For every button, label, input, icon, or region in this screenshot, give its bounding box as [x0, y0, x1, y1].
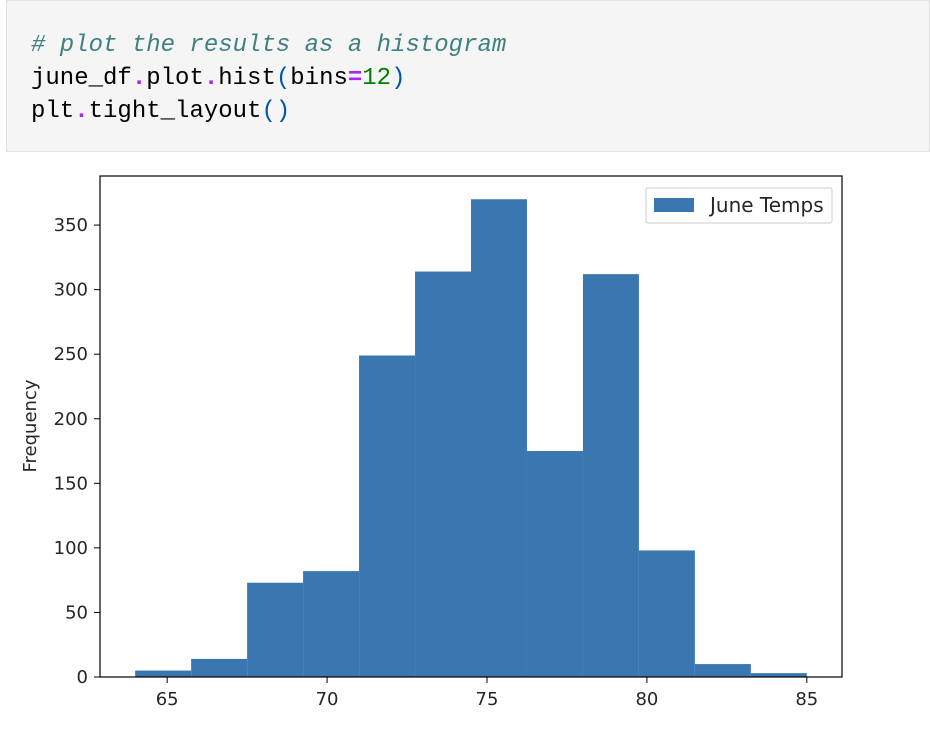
histogram-bar	[471, 199, 527, 678]
histogram-bar	[526, 451, 583, 677]
y-axis: 0 50 100 150 200 250 300 350	[54, 215, 100, 688]
code-token-paren-open: (	[275, 65, 291, 92]
legend-box	[645, 187, 833, 224]
histogram-bar	[135, 670, 192, 677]
code-token-attr: plot	[146, 65, 204, 92]
y-tick-label: 350	[54, 215, 88, 236]
histogram-bar	[303, 571, 360, 677]
y-axis-label: Frequency	[20, 379, 41, 472]
code-token-method: hist	[218, 65, 276, 92]
y-tick-label: 250	[54, 344, 88, 365]
legend-label: June Temps	[708, 193, 824, 217]
code-token-parens: ()	[261, 98, 291, 125]
y-tick-label: 0	[77, 667, 88, 688]
code-token-number: 12	[362, 65, 392, 92]
code-token-paren-close: )	[391, 65, 406, 92]
histogram-chart: 65 70 75 80 85 0 50 100 150 200 250 300 350 Frequen…	[20, 175, 843, 710]
x-axis: 65 70 75 80 85	[156, 677, 818, 710]
bars-layer	[135, 199, 807, 678]
code-comment: # plot the results as a histogram	[31, 32, 507, 59]
code-token-equals: =	[347, 65, 363, 92]
histogram-bar	[191, 658, 248, 677]
y-tick-label: 100	[54, 538, 88, 559]
y-tick-label: 300	[54, 280, 88, 301]
histogram-bar	[694, 664, 751, 677]
x-tick-label: 85	[795, 689, 818, 710]
legend: June Temps	[645, 187, 833, 224]
histogram-bar	[582, 274, 639, 677]
histogram-bar	[359, 355, 416, 677]
code-token-object: plt	[31, 98, 75, 125]
code-token-dot: .	[203, 65, 219, 92]
axes-frame	[99, 175, 843, 678]
histogram-bar	[415, 271, 471, 677]
code-token-object: june_df	[31, 65, 132, 92]
x-tick-label: 65	[156, 689, 179, 710]
legend-swatch	[654, 198, 694, 212]
histogram-bar	[750, 673, 807, 677]
histogram-bar	[638, 550, 695, 677]
y-tick-label: 150	[54, 473, 88, 494]
code-cell[interactable]: # plot the results as a histogram june_d…	[6, 0, 930, 152]
code-token-method: tight_layout	[88, 98, 262, 125]
x-tick-label: 75	[476, 689, 499, 710]
x-tick-label: 80	[635, 689, 658, 710]
y-tick-label: 200	[54, 409, 88, 430]
histogram-bar	[247, 582, 304, 677]
code-token-kwarg: bins	[290, 65, 348, 92]
x-tick-label: 70	[316, 689, 339, 710]
y-tick-label: 50	[65, 602, 88, 623]
code-token-dot: .	[74, 98, 89, 125]
code-token-dot: .	[131, 65, 147, 92]
code-editor[interactable]: # plot the results as a histogram june_d…	[31, 29, 506, 128]
